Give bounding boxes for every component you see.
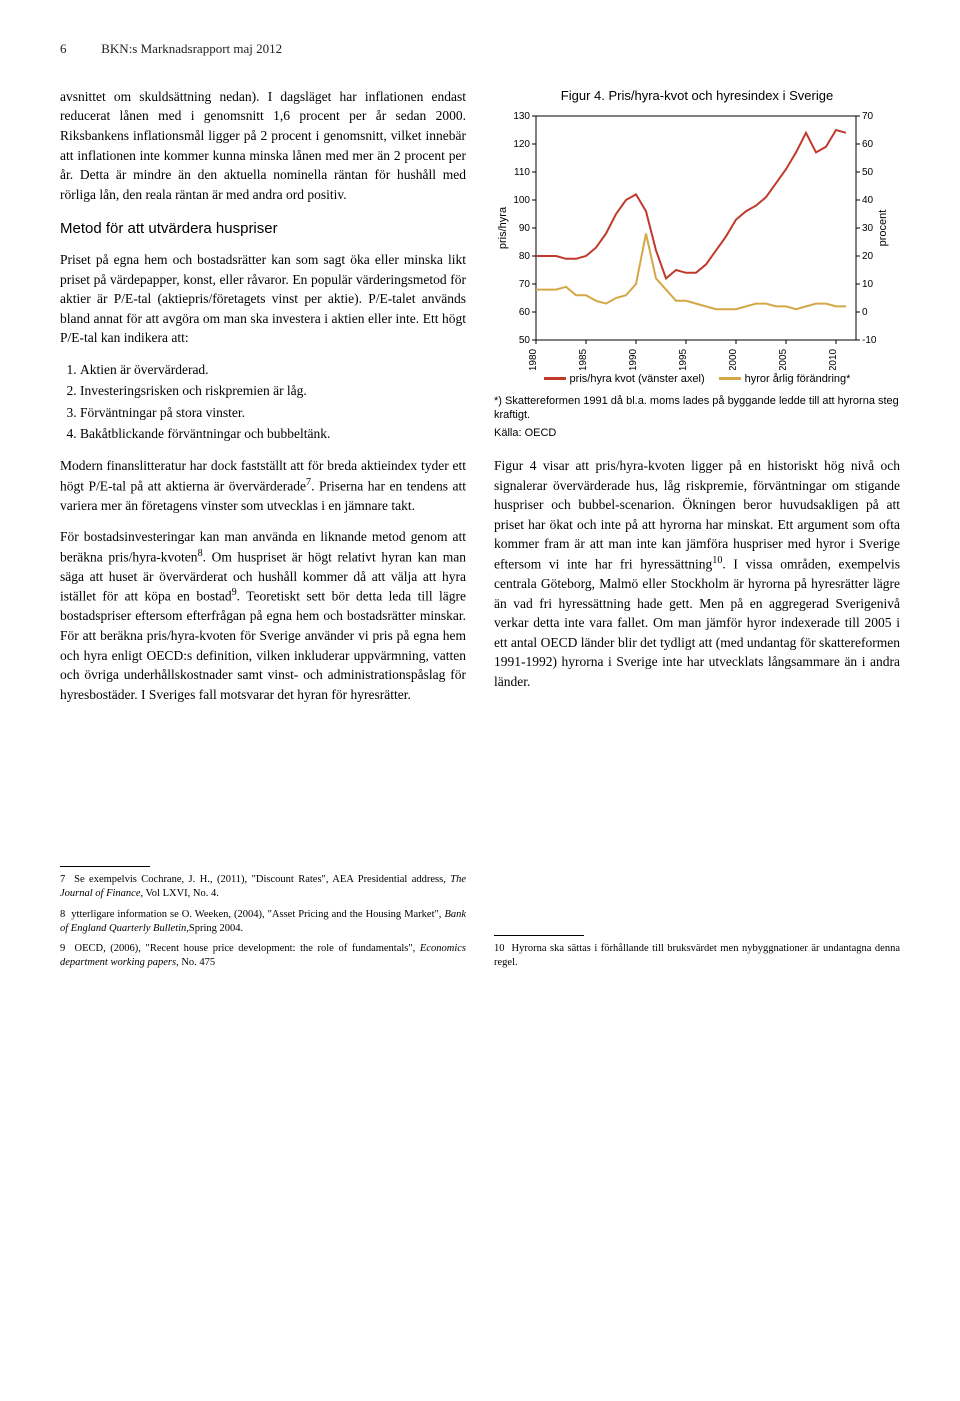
list-item: Investeringsrisken och riskpremien är lå… bbox=[80, 381, 466, 401]
para-literature: Modern finanslitteratur har dock faststä… bbox=[60, 456, 466, 515]
figure-4: Figur 4. Pris/hyra-kvot och hyresindex i… bbox=[494, 87, 900, 442]
pe-indicator-list: Aktien är övervärderad. Investeringsrisk… bbox=[80, 360, 466, 444]
svg-text:1990: 1990 bbox=[628, 348, 639, 370]
footnote-separator bbox=[494, 935, 584, 936]
right-column: Figur 4. Pris/hyra-kvot och hyresindex i… bbox=[494, 87, 900, 716]
footnote-7: 7 Se exempelvis Cochrane, J. H., (2011),… bbox=[60, 873, 466, 901]
svg-text:60: 60 bbox=[862, 139, 874, 150]
svg-text:2010: 2010 bbox=[828, 348, 839, 370]
chart-note: *) Skattereformen 1991 då bl.a. moms lad… bbox=[494, 394, 900, 423]
svg-text:110: 110 bbox=[514, 167, 530, 178]
list-item: Aktien är övervärderad. bbox=[80, 360, 466, 380]
svg-text:0: 0 bbox=[862, 307, 868, 318]
svg-text:50: 50 bbox=[862, 167, 874, 178]
footnote-separator bbox=[60, 866, 150, 867]
svg-text:130: 130 bbox=[513, 111, 530, 122]
svg-text:1980: 1980 bbox=[528, 348, 539, 370]
svg-text:30: 30 bbox=[862, 223, 874, 234]
footnotes-right: 10 Hyrorna ska sättas i förhållande till… bbox=[494, 866, 900, 976]
svg-text:90: 90 bbox=[519, 223, 531, 234]
list-item: Förväntningar på stora vinster. bbox=[80, 403, 466, 423]
svg-text:60: 60 bbox=[519, 307, 531, 318]
para-intro: avsnittet om skuldsättning nedan). I dag… bbox=[60, 87, 466, 204]
legend-item: hyror årlig förändring* bbox=[719, 372, 851, 388]
footnote-8: 8 ytterligare information se O. Weeken, … bbox=[60, 908, 466, 936]
main-columns: avsnittet om skuldsättning nedan). I dag… bbox=[60, 87, 900, 716]
svg-text:10: 10 bbox=[862, 279, 874, 290]
footnotes-left: 7 Se exempelvis Cochrane, J. H., (2011),… bbox=[60, 866, 466, 976]
svg-text:80: 80 bbox=[519, 251, 531, 262]
svg-text:-10: -10 bbox=[862, 335, 877, 346]
svg-text:50: 50 bbox=[519, 335, 531, 346]
page-number: 6 bbox=[60, 40, 98, 59]
list-item: Bakåtblickande förväntningar och bubbelt… bbox=[80, 424, 466, 444]
page-header: 6 BKN:s Marknadsrapport maj 2012 bbox=[60, 40, 900, 59]
footnote-9: 9 OECD, (2006), "Recent house price deve… bbox=[60, 942, 466, 970]
chart-svg: 50 60 70 80 90 100 110 120 130 -10 0 10 20 30 40 50 60 70… bbox=[494, 110, 894, 370]
svg-text:20: 20 bbox=[862, 251, 874, 262]
svg-text:2000: 2000 bbox=[728, 348, 739, 370]
svg-text:1995: 1995 bbox=[678, 348, 689, 370]
section-heading-method: Metod för att utvärdera huspriser bbox=[60, 218, 466, 240]
para-housing-method: För bostadsinvesteringar kan man använda… bbox=[60, 527, 466, 704]
svg-text:70: 70 bbox=[862, 111, 874, 122]
report-title: BKN:s Marknadsrapport maj 2012 bbox=[101, 41, 282, 56]
svg-text:1985: 1985 bbox=[578, 348, 589, 370]
svg-text:procent: procent bbox=[877, 209, 889, 246]
svg-text:2005: 2005 bbox=[778, 348, 789, 370]
left-column: avsnittet om skuldsättning nedan). I dag… bbox=[60, 87, 466, 716]
para-figure-discussion: Figur 4 visar att pris/hyra-kvoten ligge… bbox=[494, 456, 900, 691]
para-method-intro: Priset på egna hem och bostadsrätter kan… bbox=[60, 250, 466, 348]
chart-title: Figur 4. Pris/hyra-kvot och hyresindex i… bbox=[494, 87, 900, 106]
svg-text:pris/hyra: pris/hyra bbox=[497, 206, 509, 249]
fn-ref-10: 10 bbox=[712, 555, 722, 566]
svg-text:100: 100 bbox=[513, 195, 530, 206]
svg-text:70: 70 bbox=[519, 279, 531, 290]
footnotes: 7 Se exempelvis Cochrane, J. H., (2011),… bbox=[60, 866, 900, 976]
svg-text:40: 40 bbox=[862, 195, 874, 206]
chart-legend: pris/hyra kvot (vänster axel) hyror årli… bbox=[494, 372, 900, 388]
svg-text:120: 120 bbox=[513, 139, 530, 150]
legend-item: pris/hyra kvot (vänster axel) bbox=[544, 372, 705, 388]
chart-source: Källa: OECD bbox=[494, 426, 900, 442]
footnote-10: 10 Hyrorna ska sättas i förhållande till… bbox=[494, 942, 900, 970]
